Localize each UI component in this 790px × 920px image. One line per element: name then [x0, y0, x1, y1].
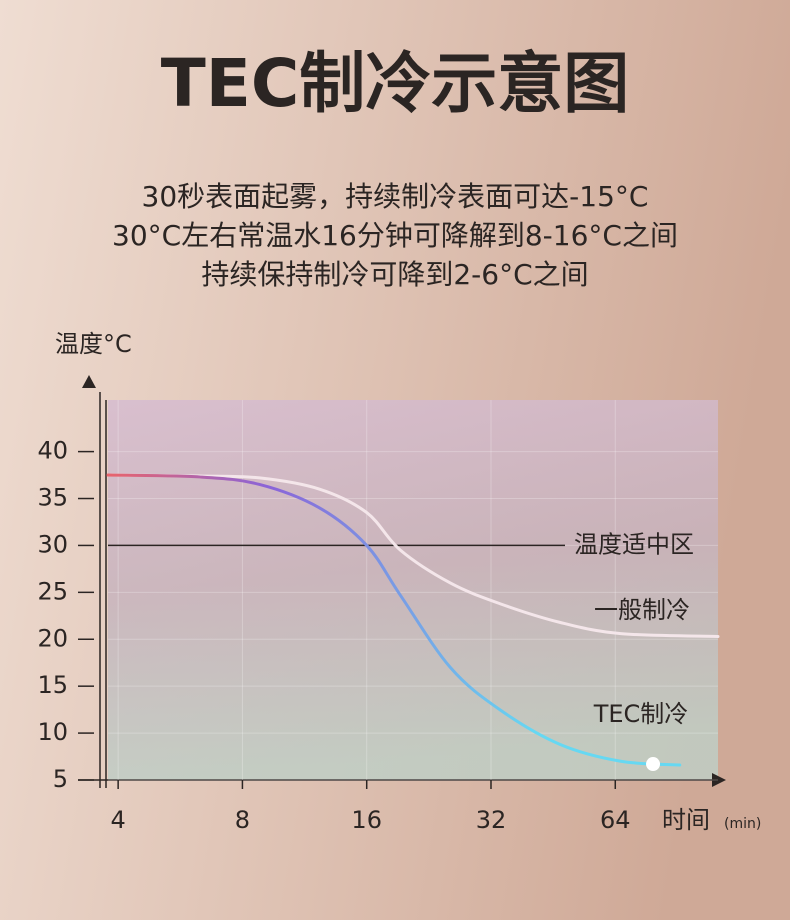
- y-tick-label: 35: [37, 484, 68, 512]
- x-tick-label: 16: [351, 806, 382, 834]
- subtitle: 30°C左右常温水16分钟可降解到8-16°C之间: [112, 219, 678, 252]
- y-tick-label: 10: [37, 718, 68, 746]
- x-tick-label: 64: [600, 806, 631, 834]
- y-tick-label: 5: [53, 765, 68, 793]
- y-axis-label: 温度°C: [55, 330, 132, 358]
- chart-title: TEC制冷示意图: [161, 45, 630, 122]
- y-tick-label: 30: [37, 530, 68, 558]
- y-tick-label: 25: [37, 577, 68, 605]
- series-line: [106, 473, 682, 767]
- reference-label: 温度适中区: [574, 530, 694, 558]
- subtitle: 持续保持制冷可降到2-6°C之间: [201, 258, 588, 291]
- x-axis-unit: (min): [724, 816, 761, 832]
- axes: [78, 392, 716, 788]
- x-tick-label: 4: [111, 806, 126, 834]
- series-label: 一般制冷: [594, 596, 690, 624]
- x-arrow: [712, 773, 726, 787]
- series-label: TEC制冷: [593, 700, 689, 728]
- x-axis-label: 时间: [662, 806, 710, 834]
- y-tick-label: 15: [37, 671, 68, 699]
- x-tick-label: 8: [235, 806, 250, 834]
- y-tick-label: 20: [37, 624, 68, 652]
- y-arrow: [82, 375, 96, 388]
- y-tick-label: 40: [37, 437, 68, 465]
- plot-area: [108, 400, 718, 780]
- subtitle: 30秒表面起雾，持续制冷表面可达-15°C: [142, 180, 649, 213]
- series-line: [106, 473, 720, 638]
- x-tick-label: 32: [476, 806, 507, 834]
- highlight-point: [646, 757, 661, 772]
